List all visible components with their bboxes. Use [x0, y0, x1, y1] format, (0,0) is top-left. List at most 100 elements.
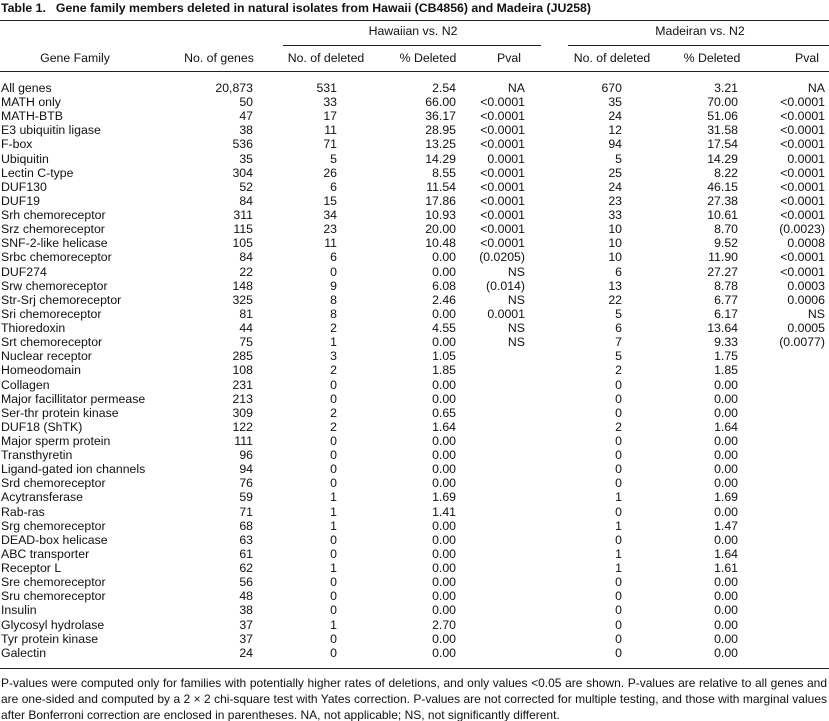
- cell: 4.55: [432, 321, 456, 336]
- cell: 1.47: [714, 518, 738, 533]
- cell: 1.61: [714, 561, 738, 576]
- row-label: MATH-BTB: [1, 109, 63, 124]
- cell: 1: [330, 561, 337, 576]
- cell: NS: [807, 306, 825, 321]
- column-header: No. of deleted: [287, 51, 365, 65]
- row-label: Insulin: [1, 603, 37, 618]
- cell: 9.52: [714, 236, 738, 251]
- column-header: % Deleted: [399, 51, 457, 65]
- cell: 23: [323, 222, 337, 237]
- row-label: Transthyretin: [1, 448, 73, 463]
- cell: 0.65: [432, 405, 456, 420]
- cell: 24: [608, 179, 622, 194]
- cell: 76: [239, 476, 253, 491]
- cell: 0.0001: [487, 151, 525, 166]
- cell: 105: [232, 236, 253, 251]
- cell: 11: [324, 236, 337, 251]
- row-label: Ligand-gated ion channels: [1, 462, 146, 477]
- cell: 0.00: [714, 405, 738, 420]
- cell: 3: [330, 349, 337, 364]
- cell: 2.70: [432, 617, 456, 632]
- cell: NS: [507, 321, 525, 336]
- row-label: Lectin C-type: [1, 165, 74, 180]
- cell: 0: [330, 391, 337, 406]
- row-label: Sre chemoreceptor: [1, 575, 106, 590]
- cell: 536: [232, 137, 253, 152]
- cell: 0.0005: [787, 321, 825, 336]
- cell: 0: [330, 264, 337, 279]
- cell: 115: [233, 222, 253, 237]
- cell: NS: [507, 264, 525, 279]
- cell: 0.0003: [787, 278, 825, 293]
- cell: 26: [323, 165, 337, 180]
- cell: (0.0205): [479, 250, 525, 265]
- cell: <0.0001: [780, 250, 825, 265]
- cell: 5: [330, 151, 337, 166]
- cell: 0.00: [432, 476, 456, 491]
- cell: 75: [239, 335, 253, 350]
- cell: 0: [330, 589, 337, 604]
- cell: 28.95: [425, 123, 456, 138]
- cell: <0.0001: [480, 222, 525, 237]
- cell: 0.00: [432, 264, 456, 279]
- row-label: Nuclear receptor: [1, 349, 92, 364]
- cell: 47: [239, 109, 253, 124]
- row-label: DUF18 (ShTK): [1, 419, 83, 434]
- cell: 8.78: [714, 278, 738, 293]
- cell: 1.05: [432, 349, 456, 364]
- cell: 35: [608, 95, 622, 110]
- cell: 68: [239, 518, 253, 533]
- cell: <0.0001: [480, 208, 525, 223]
- cell: 37: [239, 631, 253, 646]
- cell: 37: [239, 617, 253, 632]
- row-label: Ubiquitin: [1, 151, 49, 166]
- row-label: Sru chemoreceptor: [1, 589, 106, 604]
- group-rule: [283, 45, 541, 46]
- cell: 0.00: [714, 589, 738, 604]
- cell: 9.33: [714, 335, 738, 350]
- row-label: Collagen: [1, 377, 50, 392]
- cell: 38: [239, 603, 253, 618]
- cell: 0: [615, 434, 622, 448]
- top-rule: [0, 20, 829, 21]
- cell: 3.21: [714, 81, 738, 95]
- row-label: Major sperm protein: [1, 434, 111, 448]
- cell: 2: [615, 363, 622, 378]
- cell: 1.69: [432, 490, 456, 505]
- column-header: % Deleted: [683, 51, 741, 65]
- cell: 6: [615, 321, 622, 336]
- cell: 59: [239, 490, 253, 505]
- cell: 15: [323, 193, 337, 208]
- cell: <0.0001: [780, 208, 825, 223]
- cell: 6: [330, 179, 337, 194]
- cell: 0: [615, 462, 622, 477]
- column-header: Pval: [795, 51, 819, 65]
- title-text: Gene family members deleted in natural i…: [55, 1, 591, 15]
- cell: 46.15: [707, 179, 738, 194]
- cell: 2: [330, 321, 337, 336]
- cell: 6.17: [714, 306, 738, 321]
- cell: 0.00: [432, 589, 456, 604]
- row-label: Major facillitator permease: [1, 391, 146, 406]
- column-header: No. of genes: [184, 51, 254, 65]
- row-label: Srt chemoreceptor: [1, 335, 103, 350]
- cell: 14.29: [707, 151, 738, 166]
- cell: 23: [608, 193, 622, 208]
- cell: 10.61: [707, 208, 738, 223]
- row-label: F-box: [1, 137, 33, 152]
- cell: 0.00: [714, 617, 738, 632]
- cell: <0.0001: [480, 179, 525, 194]
- cell: <0.0001: [780, 123, 825, 138]
- cell: 1: [615, 490, 622, 505]
- cell: 0.00: [714, 504, 738, 519]
- cell: 0: [615, 603, 622, 618]
- cell: <0.0001: [780, 264, 825, 279]
- cell: <0.0001: [780, 109, 825, 124]
- cell: <0.0001: [480, 236, 525, 251]
- cell: 0.00: [432, 434, 456, 448]
- cell: 22: [608, 292, 622, 307]
- cell: 8.55: [432, 165, 456, 180]
- cell: 31.58: [707, 123, 738, 138]
- cell: 12: [608, 123, 622, 138]
- row-label: Thioredoxin: [1, 321, 66, 336]
